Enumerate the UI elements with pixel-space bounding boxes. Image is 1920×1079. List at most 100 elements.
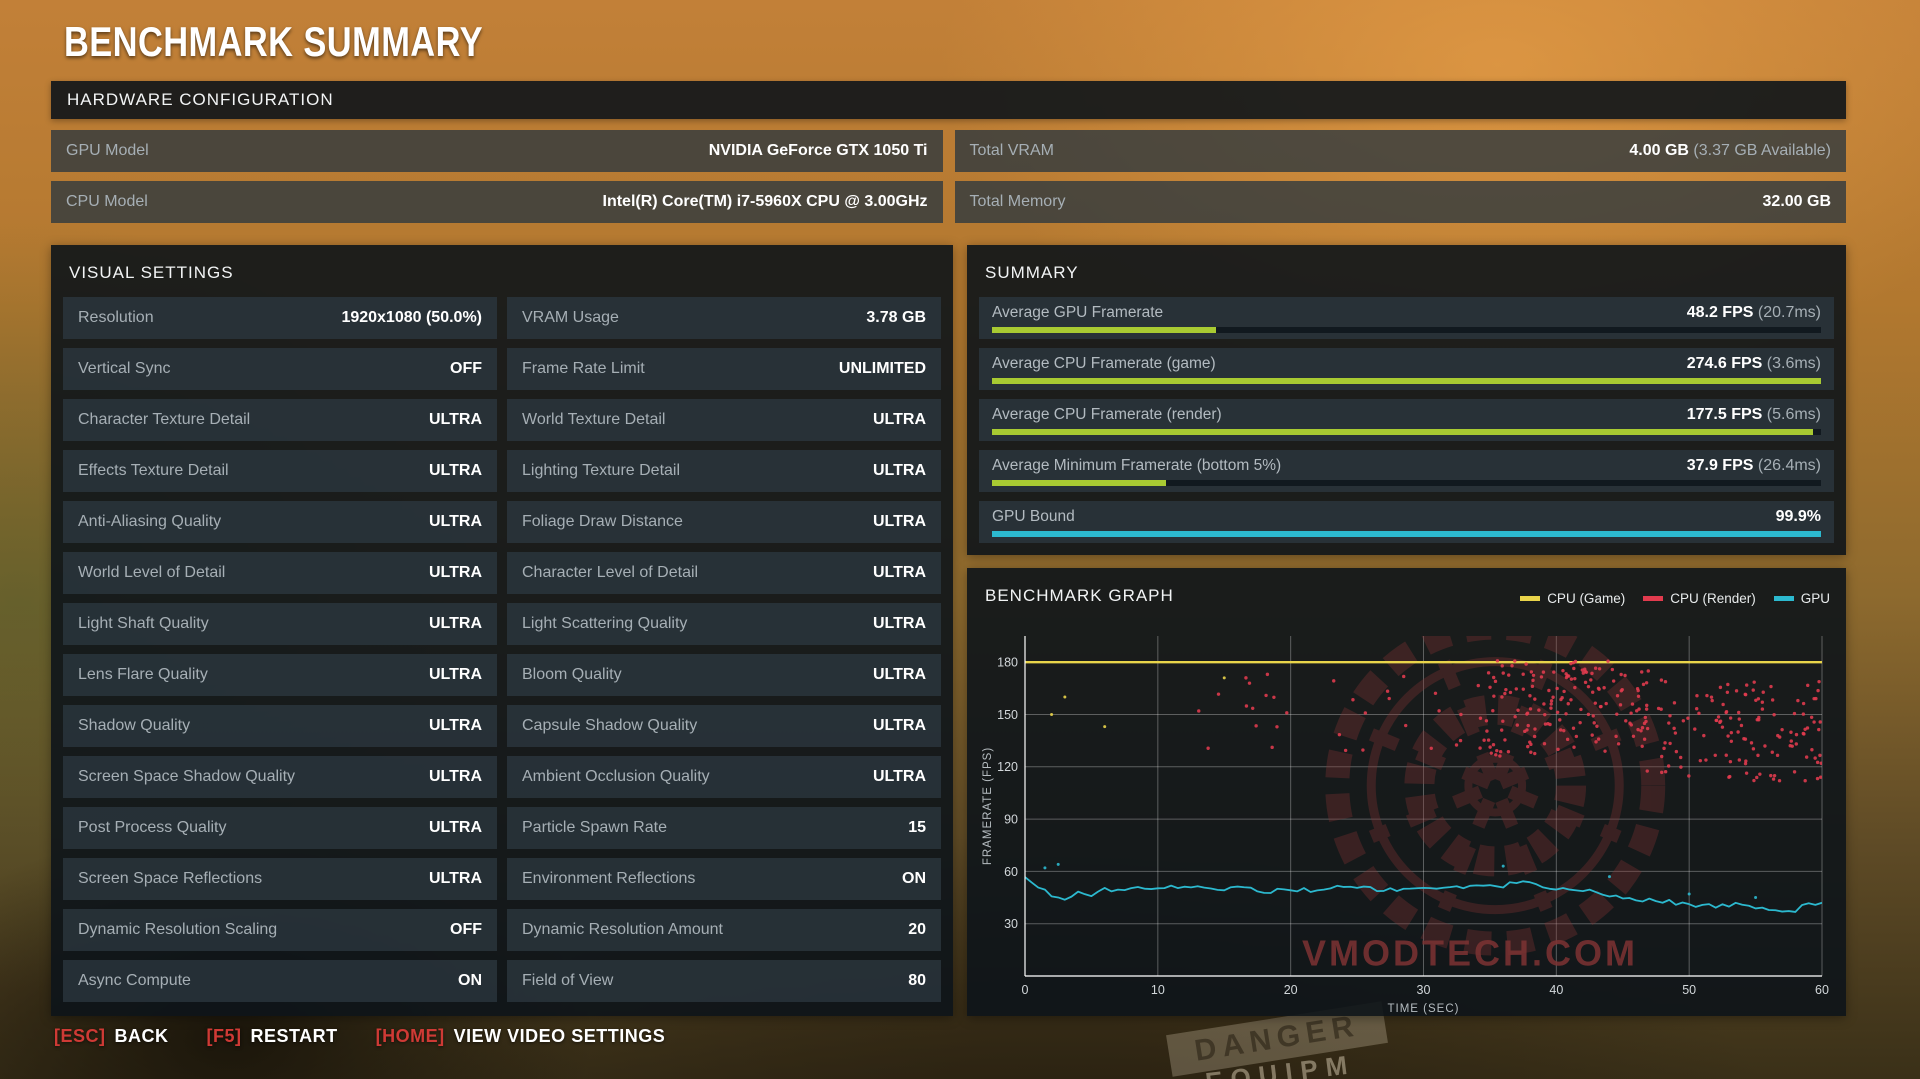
footer-action-view-video-settings[interactable]: [HOME] VIEW VIDEO SETTINGS (376, 1026, 666, 1047)
setting-row: Light Scattering Quality ULTRA (507, 603, 941, 645)
setting-row-label: Particle Spawn Rate (522, 819, 667, 836)
setting-row-label: Dynamic Resolution Scaling (78, 921, 278, 938)
visual-settings-grid: Resolution 1920x1080 (50.0%) VRAM Usage 3.7… (63, 297, 941, 1002)
metric-bar-fill (992, 480, 1167, 486)
setting-row-value: ON (458, 972, 482, 989)
watermark-text: VMODTECH.COM (1302, 933, 1638, 974)
setting-row-value: ULTRA (872, 717, 926, 734)
benchmark-graph-title: BENCHMARK GRAPH (985, 586, 1174, 605)
setting-row-value: ULTRA (428, 819, 482, 836)
summary-metric-row: Average Minimum Framerate (bottom 5%) 37.… (992, 456, 1821, 475)
svg-text:10: 10 (1151, 983, 1165, 997)
hardware-row-value: Intel(R) Core(TM) i7-5960X CPU @ 3.00GHz (602, 193, 928, 210)
svg-text:30: 30 (1417, 983, 1431, 997)
legend-item: CPU (Render) (1643, 591, 1756, 606)
key-hint-back: [ESC] (54, 1026, 106, 1046)
benchmark-chart: VMODTECH.COM 30 60 90 120 150 180 0 10 20 30 40 50 60… (982, 636, 1829, 1015)
setting-row-label: Screen Space Shadow Quality (78, 768, 296, 785)
footer-action-label: RESTART (250, 1026, 338, 1046)
hardware-row-value: 4.00 GB (3.37 GB Available) (1629, 142, 1831, 159)
setting-row: Effects Texture Detail ULTRA (63, 450, 497, 492)
setting-row-value: OFF (450, 921, 482, 938)
setting-row-value: ULTRA (872, 615, 926, 632)
series-gpu (1025, 862, 1822, 913)
setting-row-label: Foliage Draw Distance (522, 513, 683, 530)
metric-bar-track (992, 429, 1821, 435)
summary-metric: Average CPU Framerate (game) 274.6 FPS (3… (979, 348, 1834, 390)
setting-row-label: Shadow Quality (78, 717, 191, 734)
hardware-row-label: Total Memory (969, 193, 1066, 210)
setting-row: Vertical Sync OFF (63, 348, 497, 390)
footer-action-label: BACK (114, 1026, 169, 1046)
setting-row: Dynamic Resolution Scaling OFF (63, 909, 497, 951)
hardware-row-value: 32.00 GB (1762, 193, 1831, 210)
summary-metric-label: Average CPU Framerate (render) (992, 406, 1222, 423)
summary-metric-extra: (20.7ms) (1753, 304, 1821, 321)
summary-metric-value: 37.9 FPS (26.4ms) (1686, 457, 1821, 474)
setting-row-value: ULTRA (872, 462, 926, 479)
svg-text:60: 60 (1004, 865, 1018, 879)
legend-swatch (1643, 595, 1664, 601)
setting-row: Resolution 1920x1080 (50.0%) (63, 297, 497, 339)
setting-row-label: Character Texture Detail (78, 411, 251, 428)
setting-row-label: Screen Space Reflections (78, 870, 263, 887)
setting-row: Ambient Occlusion Quality ULTRA (507, 756, 941, 798)
setting-row: Shadow Quality ULTRA (63, 705, 497, 747)
svg-text:30: 30 (1004, 917, 1018, 931)
summary-metric-extra: (5.6ms) (1762, 406, 1821, 423)
setting-row: Frame Rate Limit UNLIMITED (507, 348, 941, 390)
setting-row: Particle Spawn Rate 15 (507, 807, 941, 849)
setting-row-value: 20 (908, 921, 926, 938)
right-column: SUMMARY Average GPU Framerate 48.2 FPS (2… (967, 245, 1846, 1016)
series-cpu-game- (1025, 660, 1822, 729)
setting-row-value: ULTRA (872, 666, 926, 683)
summary-metric-extra: (26.4ms) (1753, 457, 1821, 474)
setting-row-value: ULTRA (428, 411, 482, 428)
setting-row-label: World Level of Detail (78, 564, 226, 581)
setting-row: Dynamic Resolution Amount 20 (507, 909, 941, 951)
svg-text:180: 180 (997, 656, 1018, 670)
setting-row: Anti-Aliasing Quality ULTRA (63, 501, 497, 543)
series-cpu-render- (1197, 659, 1822, 783)
summary-metric: Average Minimum Framerate (bottom 5%) 37.… (979, 450, 1834, 492)
setting-row: Bloom Quality ULTRA (507, 654, 941, 696)
svg-text:60: 60 (1815, 983, 1829, 997)
setting-row-value: ULTRA (428, 768, 482, 785)
hardware-grid: GPU Model NVIDIA GeForce GTX 1050 Ti Total… (51, 130, 1846, 223)
chart-legend: CPU (Game) CPU (Render) GPU (1520, 591, 1834, 606)
setting-row: Lens Flare Quality ULTRA (63, 654, 497, 696)
metric-bar-fill (992, 378, 1821, 384)
summary-metric-value: 274.6 FPS (3.6ms) (1686, 355, 1821, 372)
legend-label: CPU (Render) (1670, 590, 1756, 606)
summary-header: SUMMARY (985, 263, 1079, 282)
setting-row-label: Light Shaft Quality (78, 615, 209, 632)
summary-metric-label: Average Minimum Framerate (bottom 5%) (992, 457, 1282, 474)
legend-item: GPU (1773, 590, 1830, 606)
chart-axes (1024, 636, 1822, 977)
chart-plot-area: VMODTECH.COM 30 60 90 120 150 180 0 10 20 30 40 50 60… (979, 622, 1834, 1016)
hardware-row: CPU Model Intel(R) Core(TM) i7-5960X CPU … (51, 181, 943, 223)
footer-action-restart[interactable]: [F5] RESTART (207, 1026, 338, 1047)
setting-row: Lighting Texture Detail ULTRA (507, 450, 941, 492)
legend-label: GPU (1800, 590, 1830, 606)
footer-action-label: VIEW VIDEO SETTINGS (453, 1026, 666, 1046)
summary-metric: Average CPU Framerate (render) 177.5 FPS … (979, 399, 1834, 441)
summary-metric-row: Average CPU Framerate (game) 274.6 FPS (3… (992, 354, 1821, 373)
hardware-row-label: Total VRAM (969, 142, 1054, 159)
setting-row: Field of View 80 (507, 960, 941, 1002)
hardware-row: Total VRAM 4.00 GB (3.37 GB Available) (954, 130, 1846, 172)
setting-row: Foliage Draw Distance ULTRA (507, 501, 941, 543)
footer-action-back[interactable]: [ESC] BACK (54, 1026, 169, 1047)
setting-row: Character Level of Detail ULTRA (507, 552, 941, 594)
svg-text:50: 50 (1682, 983, 1696, 997)
legend-swatch (1520, 595, 1541, 601)
svg-text:40: 40 (1549, 983, 1563, 997)
svg-text:20: 20 (1284, 983, 1298, 997)
setting-row-value: ULTRA (428, 717, 482, 734)
summary-metric-label: GPU Bound (992, 508, 1075, 525)
hardware-row: Total Memory 32.00 GB (954, 181, 1846, 223)
page-title: BENCHMARK SUMMARY (64, 18, 483, 65)
y-axis-label: FRAMERATE (FPS) (982, 747, 994, 865)
setting-row-label: Vertical Sync (78, 360, 171, 377)
hardware-row: GPU Model NVIDIA GeForce GTX 1050 Ti (51, 130, 943, 172)
